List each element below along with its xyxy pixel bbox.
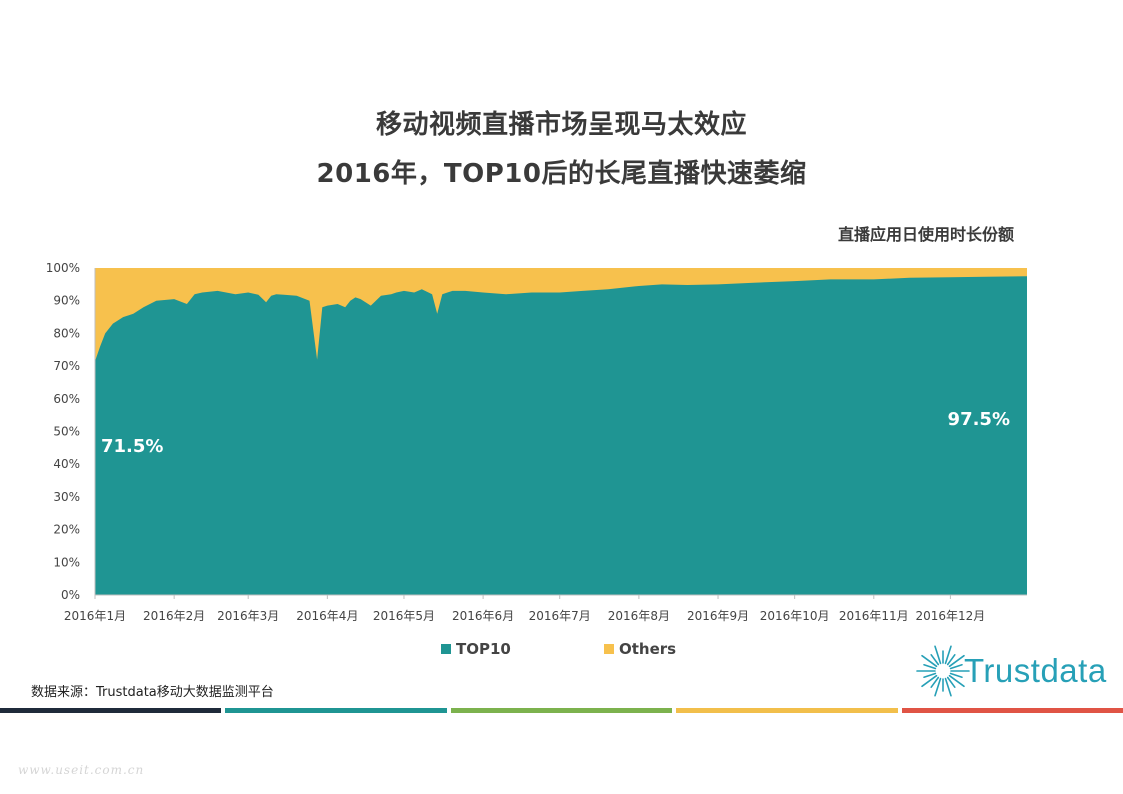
- footer-color-segment: [676, 708, 898, 713]
- data-source-note: 数据来源：Trustdata移动大数据监测平台: [31, 685, 274, 700]
- sunburst-ray: [944, 645, 952, 665]
- y-tick-label: 50%: [53, 425, 80, 439]
- sunburst-ray: [921, 674, 938, 688]
- data-label-top10-start: 71.5%: [101, 436, 163, 457]
- x-tick-label: 2016年5月: [373, 609, 435, 623]
- sunburst-ray: [930, 654, 940, 666]
- y-tick-label: 10%: [53, 555, 80, 569]
- legend-item-others: Others: [604, 640, 676, 658]
- sunburst-ray: [949, 663, 963, 670]
- y-tick-label: 90%: [53, 294, 80, 308]
- sunburst-ray: [948, 654, 965, 668]
- sunburst-ray: [934, 645, 942, 665]
- logo-text: Trustdata: [964, 652, 1107, 689]
- footer-color-segment: [450, 708, 673, 713]
- x-tick-label: 2016年8月: [608, 609, 670, 623]
- x-tick-label: 2016年10月: [760, 609, 830, 623]
- sunburst-ray: [946, 676, 956, 689]
- chart-title-line2: 2016年，TOP10后的长尾直播快速萎缩: [316, 159, 807, 189]
- legend-swatch-top10: [441, 644, 451, 654]
- footer-color-segment: [0, 708, 222, 713]
- x-tick-label: 2016年7月: [529, 609, 591, 623]
- trustdata-logo: Trustdata: [916, 640, 1116, 702]
- x-tick-label: 2016年6月: [452, 609, 514, 623]
- footer-color-bar: [0, 708, 1123, 713]
- x-tick-label: 2016年1月: [64, 609, 126, 623]
- sunburst-ray: [923, 663, 937, 670]
- footer-color-segment: [225, 708, 447, 713]
- x-tick-label: 2016年4月: [296, 609, 358, 623]
- x-tick-label: 2016年12月: [915, 609, 985, 623]
- sunburst-ray: [921, 654, 938, 668]
- x-tick-label: 2016年9月: [687, 609, 749, 623]
- y-tick-label: 80%: [53, 326, 80, 340]
- area-chart: 0% 10% 20% 30% 40% 50% 60% 70% 80% 90% 100% 2016年1月…: [46, 261, 1027, 623]
- legend-item-top10: TOP10: [441, 640, 511, 658]
- sunburst-ray: [949, 672, 963, 679]
- chart-subtitle: 直播应用日使用时长份额: [837, 225, 1014, 244]
- y-tick-label: 60%: [53, 392, 80, 406]
- x-tick-label: 2016年11月: [839, 609, 909, 623]
- watermark: www.useit.com.cn: [18, 763, 145, 777]
- legend-label-others: Others: [619, 640, 677, 658]
- x-tick-label: 2016年3月: [217, 609, 279, 623]
- sunburst-icon: [916, 645, 970, 697]
- sunburst-ray: [930, 676, 940, 689]
- y-tick-label: 40%: [53, 457, 80, 471]
- sunburst-ray: [948, 674, 965, 688]
- y-tick-label: 30%: [53, 490, 80, 504]
- area-series-top10: [95, 276, 1027, 595]
- sunburst-ray: [923, 672, 937, 679]
- y-tick-label: 0%: [61, 588, 80, 602]
- sunburst-ray: [944, 677, 952, 697]
- data-label-top10-end: 97.5%: [948, 409, 1010, 430]
- sunburst-ray: [934, 677, 942, 697]
- x-tick-label: 2016年2月: [143, 609, 205, 623]
- legend-label-top10: TOP10: [456, 640, 511, 658]
- y-tick-label: 20%: [53, 523, 80, 537]
- sunburst-ray: [946, 654, 956, 666]
- y-tick-label: 70%: [53, 359, 80, 373]
- chart-title-line1: 移动视频直播市场呈现马太效应: [375, 110, 747, 140]
- legend-swatch-others: [604, 644, 614, 654]
- y-tick-label: 100%: [46, 261, 80, 275]
- footer-color-segment: [901, 708, 1123, 713]
